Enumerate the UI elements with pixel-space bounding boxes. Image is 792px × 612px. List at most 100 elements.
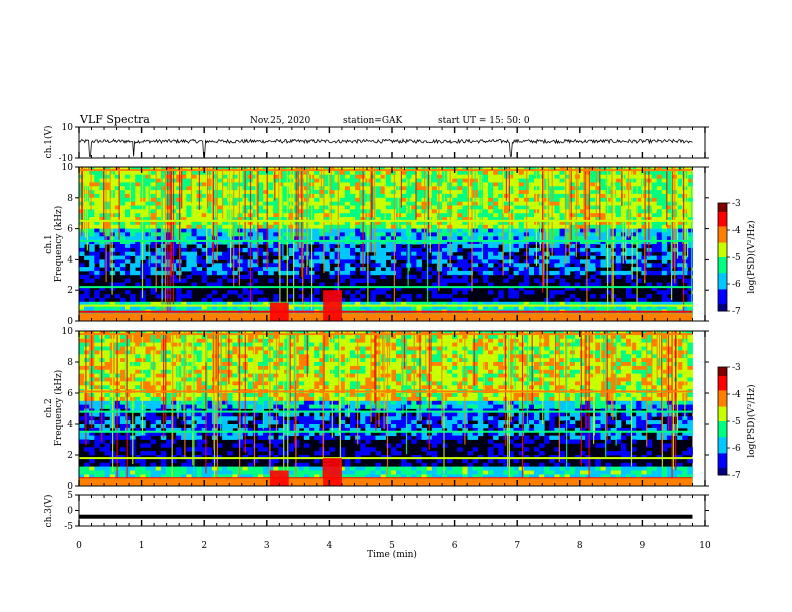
spectrogram-cell bbox=[186, 213, 192, 218]
spectrogram-cell bbox=[585, 263, 591, 268]
spectrogram-cell bbox=[564, 174, 571, 179]
spectrogram-cell bbox=[569, 232, 576, 237]
spectrogram-cell bbox=[150, 255, 157, 260]
spectrogram-cell bbox=[580, 217, 586, 222]
spectrogram-cell bbox=[89, 190, 95, 195]
spectrogram-cell bbox=[268, 247, 274, 253]
spectrogram-cell bbox=[119, 334, 126, 340]
spectrogram-cell bbox=[211, 170, 218, 176]
spectrogram-cell bbox=[89, 182, 95, 187]
spectrogram-cell bbox=[641, 334, 647, 340]
spectrogram-cell bbox=[626, 259, 632, 264]
spectrogram-cell bbox=[426, 232, 433, 237]
sferic-streak bbox=[129, 167, 131, 210]
spectrogram-cell bbox=[160, 190, 167, 195]
spectrogram-cell bbox=[375, 334, 381, 340]
spectrogram-cell bbox=[646, 301, 652, 307]
spectrogram-cell bbox=[344, 213, 351, 218]
spectrogram-cell bbox=[431, 228, 438, 233]
spectrogram-cell bbox=[390, 178, 397, 183]
spectrogram-cell bbox=[334, 342, 341, 347]
spectrogram-cell bbox=[615, 170, 622, 176]
spectrogram-cell bbox=[569, 259, 576, 264]
spectrogram-cell bbox=[283, 182, 289, 187]
spectrogram-cell bbox=[150, 217, 157, 222]
spectrogram-cell bbox=[513, 255, 519, 260]
spectrogram-cell bbox=[319, 193, 325, 199]
spectrogram-cell bbox=[564, 220, 571, 226]
spectrogram-cell bbox=[513, 301, 519, 307]
spectrogram-cell bbox=[554, 197, 560, 203]
spectrogram-cell bbox=[201, 232, 208, 237]
spectrogram-cell bbox=[580, 193, 586, 199]
spectrogram-cell bbox=[585, 209, 591, 214]
spectrogram-cell bbox=[661, 182, 668, 187]
spectrogram-cell bbox=[411, 301, 417, 307]
spectrogram-cell bbox=[191, 305, 197, 310]
spectrogram-cell bbox=[539, 270, 545, 276]
spectrogram-cell bbox=[186, 305, 192, 310]
spectrogram-cell bbox=[257, 297, 264, 303]
spectrogram-cell bbox=[370, 178, 376, 183]
spectrogram-cell bbox=[523, 342, 530, 347]
spectrogram-cell bbox=[135, 338, 141, 344]
spectrogram-cell bbox=[375, 220, 381, 226]
spectrogram-cell bbox=[559, 270, 566, 276]
spectrogram-cell bbox=[370, 232, 376, 237]
spectrogram-cell bbox=[595, 247, 601, 253]
spectrogram-cell bbox=[222, 338, 228, 344]
sferic-streak bbox=[301, 167, 303, 278]
spectrogram-cell bbox=[447, 334, 453, 340]
spectrogram-cell bbox=[401, 232, 407, 237]
spectrogram-cell bbox=[656, 213, 663, 218]
spectrogram-cell bbox=[79, 294, 85, 299]
spectrogram-cell bbox=[631, 305, 637, 310]
spectrogram-cell bbox=[442, 247, 448, 253]
spectrogram-cell bbox=[217, 282, 223, 287]
spectrogram-cell bbox=[457, 255, 463, 260]
spectrogram-cell bbox=[211, 224, 218, 230]
spectrogram-cell bbox=[436, 263, 443, 268]
spectrogram-cell bbox=[641, 209, 647, 214]
spectrogram-cell bbox=[171, 305, 177, 310]
spectrogram-cell bbox=[620, 342, 627, 347]
spectrogram-cell bbox=[631, 213, 637, 218]
spectrogram-cell bbox=[590, 338, 596, 344]
spectrogram-cell bbox=[498, 209, 504, 214]
spectrogram-cell bbox=[380, 174, 387, 179]
spectrogram-cell bbox=[109, 301, 116, 307]
spectrogram-cell bbox=[406, 338, 412, 344]
spectrogram-cell bbox=[518, 209, 525, 214]
sferic-streak bbox=[547, 167, 549, 257]
spectrogram-cell bbox=[411, 193, 417, 199]
spectrogram-cell bbox=[191, 220, 197, 226]
spectrogram-cell bbox=[564, 247, 571, 253]
spectrogram-cell bbox=[171, 346, 177, 351]
spectrogram-cell bbox=[590, 255, 596, 260]
spectrogram-cell bbox=[666, 282, 673, 287]
spectrogram-cell bbox=[278, 270, 284, 276]
spectrogram-cell bbox=[534, 267, 540, 272]
spectrogram-cell bbox=[396, 350, 402, 355]
spectrogram-cell bbox=[125, 174, 131, 179]
spectrogram-cell bbox=[457, 174, 463, 179]
spectrogram-cell bbox=[595, 305, 601, 310]
spectrogram-cell bbox=[160, 263, 167, 268]
spectrogram-cell bbox=[564, 178, 571, 183]
spectrogram-cell bbox=[610, 305, 617, 310]
spectrogram-cell bbox=[482, 301, 489, 307]
spectrogram-cell bbox=[350, 338, 356, 344]
spectrogram-cell bbox=[559, 190, 566, 195]
spectrogram-cell bbox=[436, 350, 443, 355]
spectrogram-cell bbox=[84, 305, 90, 310]
spectrogram-cell bbox=[196, 236, 203, 241]
spectrogram-cell bbox=[539, 334, 545, 340]
spectrogram-cell bbox=[641, 213, 647, 218]
spectrogram-cell bbox=[380, 259, 387, 264]
spectrogram-cell bbox=[324, 209, 330, 214]
spectrogram-cell bbox=[104, 228, 111, 233]
spectrogram-cell bbox=[227, 301, 233, 307]
spectrogram-cell bbox=[283, 334, 289, 340]
spectrogram-cell bbox=[145, 334, 151, 340]
spectrogram-cell bbox=[416, 342, 422, 347]
